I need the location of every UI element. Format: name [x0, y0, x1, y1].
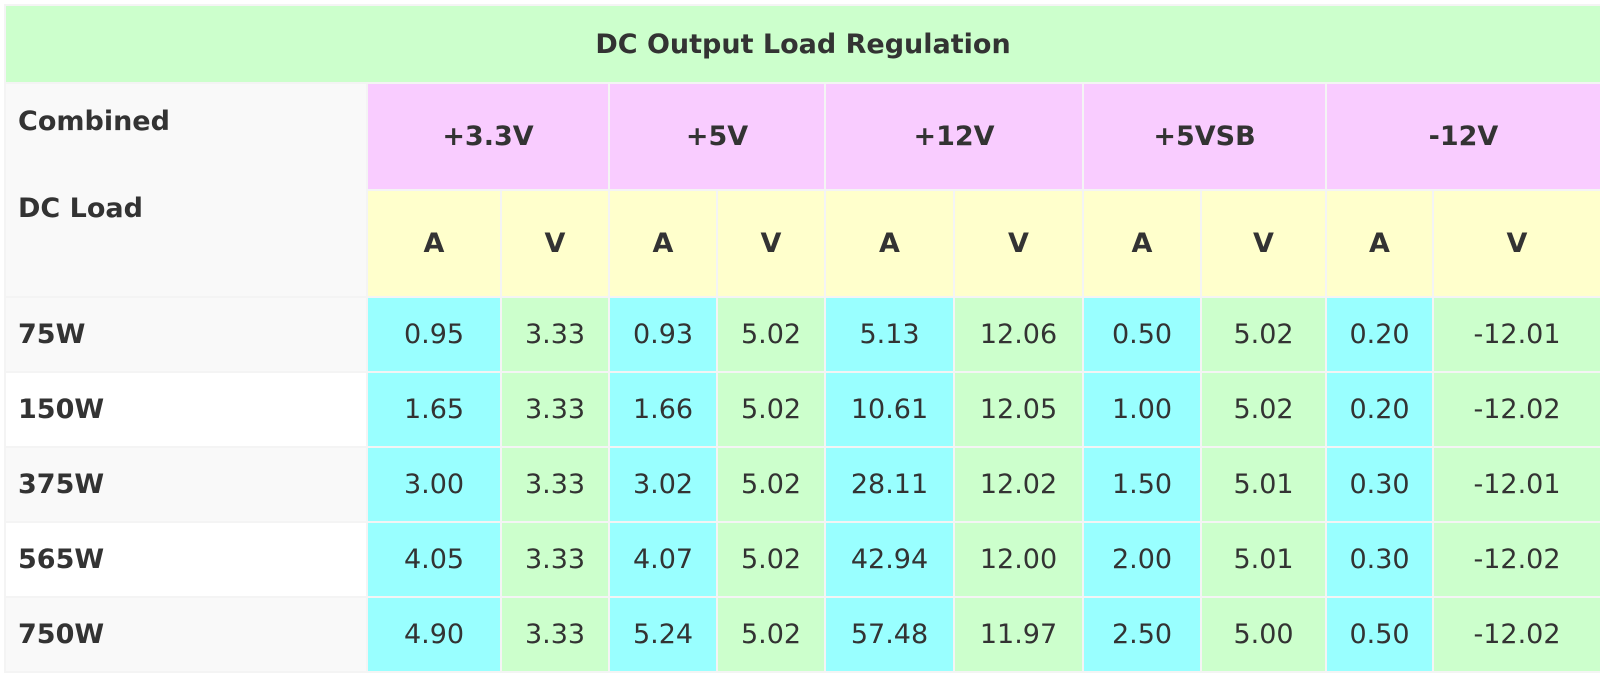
unit-header: A	[1325, 189, 1434, 298]
voltage-cell: 5.02	[716, 521, 826, 598]
voltage-cell: -12.02	[1431, 521, 1600, 598]
table-row: 565W 4.05 3.33 4.07 5.02 42.94 12.00 2.00 5.01 0.…	[4, 521, 1600, 598]
current-cell: 0.50	[1082, 296, 1202, 373]
current-cell: 0.93	[608, 296, 718, 373]
voltage-cell: 3.33	[500, 371, 610, 448]
corner-label: Combined DC Load	[4, 82, 368, 298]
voltage-cell: 5.01	[1200, 446, 1327, 523]
table-row: 150W 1.65 3.33 1.66 5.02 10.61 12.05 1.00 5.02 0.…	[4, 371, 1600, 448]
rail-header-12v: +12V	[824, 82, 1084, 191]
current-cell: 5.13	[824, 296, 955, 373]
rail-header-3v3: +3.3V	[366, 82, 610, 191]
voltage-cell: 5.02	[716, 296, 826, 373]
current-cell: 4.05	[366, 521, 502, 598]
unit-header: V	[953, 189, 1084, 298]
table-row: 375W 3.00 3.33 3.02 5.02 28.11 12.02 1.50 5.01 0.…	[4, 446, 1600, 523]
current-cell: 10.61	[824, 371, 955, 448]
voltage-cell: 5.02	[716, 596, 826, 673]
unit-header: V	[716, 189, 826, 298]
voltage-cell: 3.33	[500, 446, 610, 523]
row-load-label: 150W	[4, 371, 368, 448]
table-title: DC Output Load Regulation	[3, 4, 1600, 84]
voltage-cell: -12.02	[1431, 596, 1600, 673]
current-cell: 0.20	[1325, 296, 1434, 373]
unit-header-row: A V A V A V A V A V	[5, 189, 1600, 298]
current-cell: 57.48	[824, 596, 955, 673]
current-cell: 4.90	[366, 596, 502, 673]
current-cell: 1.50	[1082, 446, 1202, 523]
voltage-cell: 5.02	[1200, 371, 1327, 448]
current-cell: 0.20	[1325, 371, 1434, 448]
table-row: 750W 4.90 3.33 5.24 5.02 57.48 11.97 2.50 5.00 0.…	[4, 596, 1600, 673]
unit-header: A	[1082, 189, 1202, 298]
voltage-cell: 12.06	[953, 296, 1084, 373]
voltage-cell: 5.02	[716, 446, 826, 523]
row-load-label: 750W	[4, 596, 368, 673]
current-cell: 2.00	[1082, 521, 1202, 598]
rail-header-row: Combined DC Load +3.3V +5V +12V +5VSB -1…	[4, 82, 1600, 298]
current-cell: 28.11	[824, 446, 955, 523]
voltage-cell: -12.02	[1431, 371, 1600, 448]
voltage-cell: 3.33	[500, 296, 610, 373]
voltage-cell: 5.01	[1200, 521, 1327, 598]
current-cell: 42.94	[824, 521, 955, 598]
unit-header: V	[1200, 189, 1327, 298]
row-load-label: 75W	[4, 296, 368, 373]
current-cell: 2.50	[1082, 596, 1202, 673]
voltage-cell: 12.02	[953, 446, 1084, 523]
unit-header: A	[608, 189, 718, 298]
load-regulation-table: DC Output Load Regulation Combined DC Lo…	[3, 4, 1600, 673]
current-cell: 0.50	[1325, 596, 1434, 673]
current-cell: 0.30	[1325, 521, 1434, 598]
row-load-label: 565W	[4, 521, 368, 598]
current-cell: 0.30	[1325, 446, 1434, 523]
voltage-cell: -12.01	[1431, 296, 1600, 373]
current-cell: 1.65	[366, 371, 502, 448]
current-cell: 3.02	[608, 446, 718, 523]
current-cell: 0.95	[366, 296, 502, 373]
unit-header: V	[1431, 189, 1600, 298]
voltage-cell: 12.05	[953, 371, 1084, 448]
unit-header: A	[824, 189, 955, 298]
rail-header-neg12v: -12V	[1324, 82, 1600, 191]
unit-header: A	[366, 189, 502, 298]
voltage-cell: 11.97	[953, 596, 1084, 673]
voltage-cell: -12.01	[1431, 446, 1600, 523]
title-row: DC Output Load Regulation	[3, 4, 1600, 84]
rail-header-5vsb: +5VSB	[1082, 82, 1327, 191]
row-load-label: 375W	[4, 446, 368, 523]
voltage-cell: 5.00	[1200, 596, 1327, 673]
corner-label-line2: DC Load	[18, 193, 143, 224]
voltage-cell: 12.00	[953, 521, 1084, 598]
table-row: 75W 0.95 3.33 0.93 5.02 5.13 12.06 0.50 5.02 0.20…	[4, 296, 1600, 373]
voltage-cell: 3.33	[500, 521, 610, 598]
voltage-cell: 5.02	[716, 371, 826, 448]
voltage-cell: 5.02	[1200, 296, 1327, 373]
rail-header-5v: +5V	[608, 82, 826, 191]
corner-label-line1: Combined	[18, 106, 170, 137]
current-cell: 4.07	[608, 521, 718, 598]
current-cell: 1.66	[608, 371, 718, 448]
voltage-cell: 3.33	[500, 596, 610, 673]
current-cell: 3.00	[366, 446, 502, 523]
current-cell: 5.24	[608, 596, 718, 673]
current-cell: 1.00	[1082, 371, 1202, 448]
unit-header: V	[500, 189, 610, 298]
